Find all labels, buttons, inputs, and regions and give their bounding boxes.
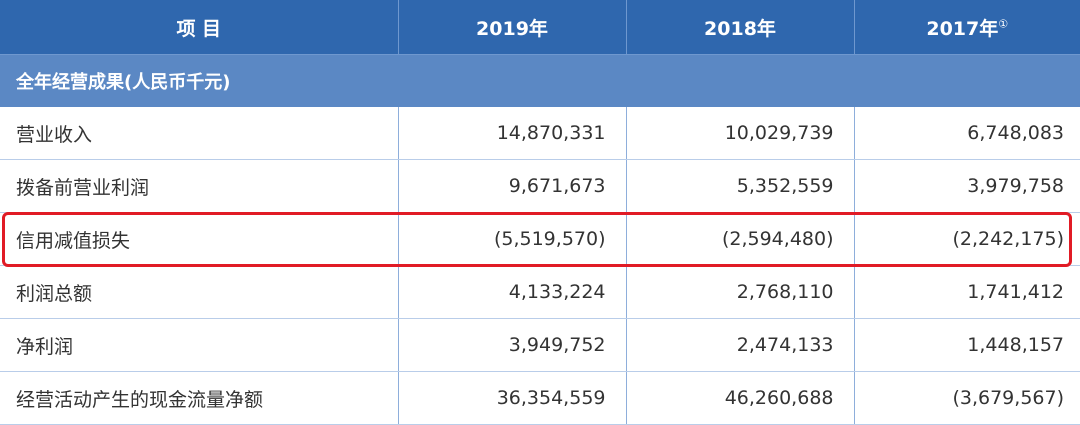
row-label: 信用减值损失 xyxy=(0,212,399,266)
row-label: 净利润 xyxy=(0,318,399,372)
value-2018: 5,352,559 xyxy=(626,159,855,213)
value-2019: 36,354,559 xyxy=(398,371,627,425)
value-2018: 2,768,110 xyxy=(626,265,855,319)
value-2019: 4,133,224 xyxy=(398,265,627,319)
table-row: 利润总额 4,133,224 2,768,110 1,741,412 xyxy=(0,265,1080,319)
header-2019: 2019年 xyxy=(398,0,627,55)
value-2017: 6,748,083 xyxy=(854,107,1080,160)
footnote-marker: ① xyxy=(998,17,1009,31)
section-title: 全年经营成果(人民币千元) xyxy=(0,54,1080,107)
table-row: 拨备前营业利润 9,671,673 5,352,559 3,979,758 xyxy=(0,159,1080,213)
value-2017: 1,448,157 xyxy=(854,318,1080,372)
header-2017: 2017年① xyxy=(854,0,1080,55)
table-row: 经营活动产生的现金流量净额 36,354,559 46,260,688 (3,6… xyxy=(0,371,1080,425)
value-2017: 1,741,412 xyxy=(854,265,1080,319)
value-2019: 14,870,331 xyxy=(398,107,627,160)
value-2018: (2,594,480) xyxy=(626,212,855,266)
header-2018: 2018年 xyxy=(626,0,855,55)
table-row: 净利润 3,949,752 2,474,133 1,448,157 xyxy=(0,318,1080,372)
header-2017-label: 2017年 xyxy=(926,17,999,40)
value-2019: (5,519,570) xyxy=(398,212,627,266)
value-2017: (2,242,175) xyxy=(854,212,1080,266)
row-label: 营业收入 xyxy=(0,107,399,160)
value-2018: 46,260,688 xyxy=(626,371,855,425)
value-2017: (3,679,567) xyxy=(854,371,1080,425)
row-label: 利润总额 xyxy=(0,265,399,319)
row-label: 经营活动产生的现金流量净额 xyxy=(0,371,399,425)
value-2019: 9,671,673 xyxy=(398,159,627,213)
table-row: 营业收入 14,870,331 10,029,739 6,748,083 xyxy=(0,107,1080,160)
value-2017: 3,979,758 xyxy=(854,159,1080,213)
section-row: 全年经营成果(人民币千元) xyxy=(0,54,1080,107)
row-label: 拨备前营业利润 xyxy=(0,159,399,213)
table-header-row: 项 目 2019年 2018年 2017年① xyxy=(0,0,1080,55)
value-2018: 10,029,739 xyxy=(626,107,855,160)
table-row: 信用减值损失 (5,519,570) (2,594,480) (2,242,17… xyxy=(0,212,1080,266)
value-2019: 3,949,752 xyxy=(398,318,627,372)
value-2018: 2,474,133 xyxy=(626,318,855,372)
header-item: 项 目 xyxy=(0,0,399,55)
